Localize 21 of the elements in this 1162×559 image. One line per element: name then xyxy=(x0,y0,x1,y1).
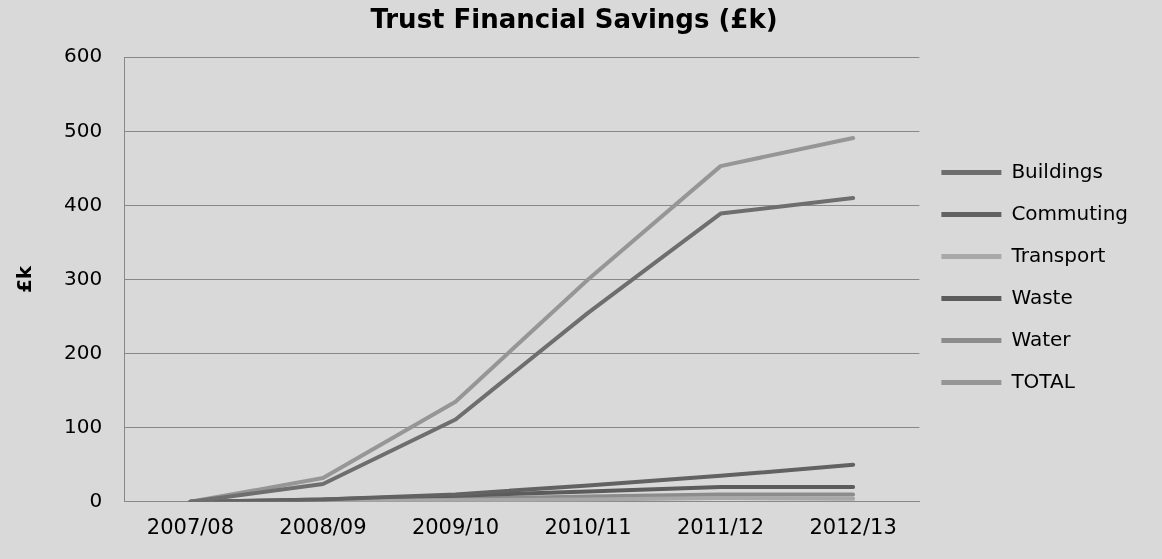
y-tick-label: 500 xyxy=(63,117,103,142)
x-tick-label: 2009/10 xyxy=(411,514,500,539)
legend-label: Buildings xyxy=(1011,158,1103,183)
x-tick-label: 2011/12 xyxy=(676,514,765,539)
chart-title: Trust Financial Savings (£k) xyxy=(370,4,778,35)
y-tick-label: 400 xyxy=(63,191,103,216)
legend-label: Water xyxy=(1011,326,1072,351)
x-tick-label: 2007/08 xyxy=(146,514,235,539)
legend-label: Commuting xyxy=(1011,200,1129,225)
y-tick-label: 0 xyxy=(89,488,103,512)
y-tick-label: 300 xyxy=(63,265,103,290)
y-tick-label: 600 xyxy=(63,43,103,68)
legend-label: Transport xyxy=(1010,242,1106,267)
x-tick-label: 2010/11 xyxy=(544,514,632,539)
legend-label: TOTAL xyxy=(1010,368,1076,393)
y-axis-title: £k xyxy=(12,265,37,294)
x-tick-label: 2012/13 xyxy=(809,514,897,539)
x-tick-label: 2008/09 xyxy=(279,514,367,539)
y-tick-label: 200 xyxy=(63,339,103,364)
y-tick-label: 100 xyxy=(63,413,103,438)
legend-label: Waste xyxy=(1011,284,1073,309)
